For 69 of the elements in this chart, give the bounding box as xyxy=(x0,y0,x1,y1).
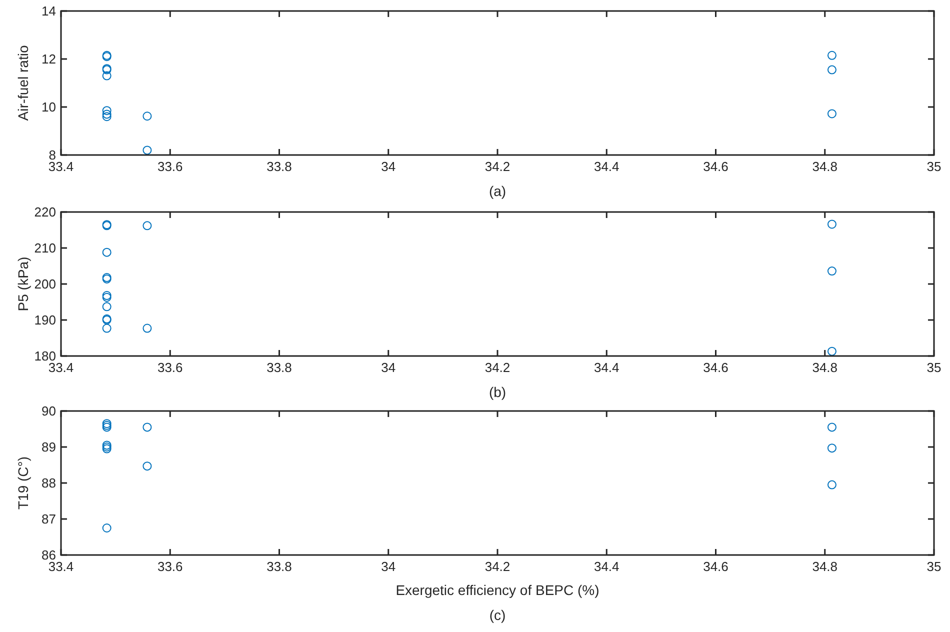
y-tick-label: 89 xyxy=(42,440,56,454)
x-tick-label: 34.6 xyxy=(703,559,728,574)
x-axis-title: Exergetic efficiency of BEPC (%) xyxy=(396,582,600,598)
point xyxy=(102,444,112,454)
x-tick-label: 34.4 xyxy=(594,559,620,574)
y-tick-label: 10 xyxy=(42,100,56,114)
point xyxy=(142,221,152,230)
point xyxy=(102,248,112,257)
x-tick-label: 34.4 xyxy=(594,159,620,174)
point xyxy=(102,71,112,80)
point xyxy=(827,444,836,453)
point xyxy=(102,524,112,532)
point xyxy=(142,324,152,333)
x-tick-label: 35 xyxy=(926,159,942,174)
text: (b) xyxy=(488,384,506,400)
y-tick-label: 190 xyxy=(34,312,56,328)
point xyxy=(102,440,112,450)
x-tick-label: 34.2 xyxy=(484,559,510,574)
y-tick-label: 90 xyxy=(42,404,56,418)
y-tick-label: 210 xyxy=(34,240,56,256)
y-axis-title: P5 (kPa) xyxy=(15,256,31,312)
point xyxy=(102,422,112,432)
y-tick-label: 220 xyxy=(34,204,56,220)
y-axis-title: T19 (C°) xyxy=(15,456,31,510)
y-tick-label: 87 xyxy=(42,512,56,526)
x-tick-label: 34.6 xyxy=(703,159,728,174)
x-tick-label: 33.8 xyxy=(266,159,292,174)
y-tick-label: 88 xyxy=(42,476,56,490)
x-tick-label: 33.6 xyxy=(157,559,183,574)
point xyxy=(827,422,836,432)
text: (c) xyxy=(489,607,506,623)
point xyxy=(827,346,836,356)
point xyxy=(142,462,152,471)
point xyxy=(102,442,112,452)
y-tick-label: 200 xyxy=(34,276,56,292)
y-tick-label: 12 xyxy=(42,52,56,66)
point xyxy=(102,324,112,333)
x-tick-label: 34 xyxy=(381,159,396,174)
y-tick-label: 14 xyxy=(42,4,56,18)
x-tick-label: 35 xyxy=(926,360,942,375)
x-tick-label: 34 xyxy=(381,559,396,574)
point xyxy=(102,110,112,119)
point xyxy=(102,302,112,312)
x-tick-label: 33.8 xyxy=(266,360,292,375)
x-tick-label: 33.6 xyxy=(157,159,183,174)
x-tick-label: 33.6 xyxy=(157,360,183,375)
x-tick-label: 34.4 xyxy=(594,360,620,375)
point xyxy=(102,106,112,116)
point xyxy=(142,422,152,432)
x-tick-label: 34.2 xyxy=(484,360,510,375)
point xyxy=(827,220,836,229)
point xyxy=(827,50,836,60)
point xyxy=(827,266,836,276)
x-tick-label: 34.6 xyxy=(703,360,728,375)
x-tick-label: 34.8 xyxy=(812,159,838,174)
x-tick-label: 33.8 xyxy=(266,559,292,574)
point xyxy=(827,109,836,118)
y-axis-title: Air-fuel ratio xyxy=(15,45,31,121)
x-tick-label: 35 xyxy=(926,559,942,574)
text: (a) xyxy=(488,183,506,199)
point xyxy=(142,146,152,155)
point xyxy=(102,112,112,122)
x-tick-label: 34.8 xyxy=(812,360,838,375)
x-tick-label: 34.2 xyxy=(484,159,510,174)
x-tick-label: 34 xyxy=(381,360,396,375)
point xyxy=(827,65,836,74)
point xyxy=(827,480,836,490)
point xyxy=(142,112,152,121)
x-tick-label: 34.8 xyxy=(812,559,838,574)
